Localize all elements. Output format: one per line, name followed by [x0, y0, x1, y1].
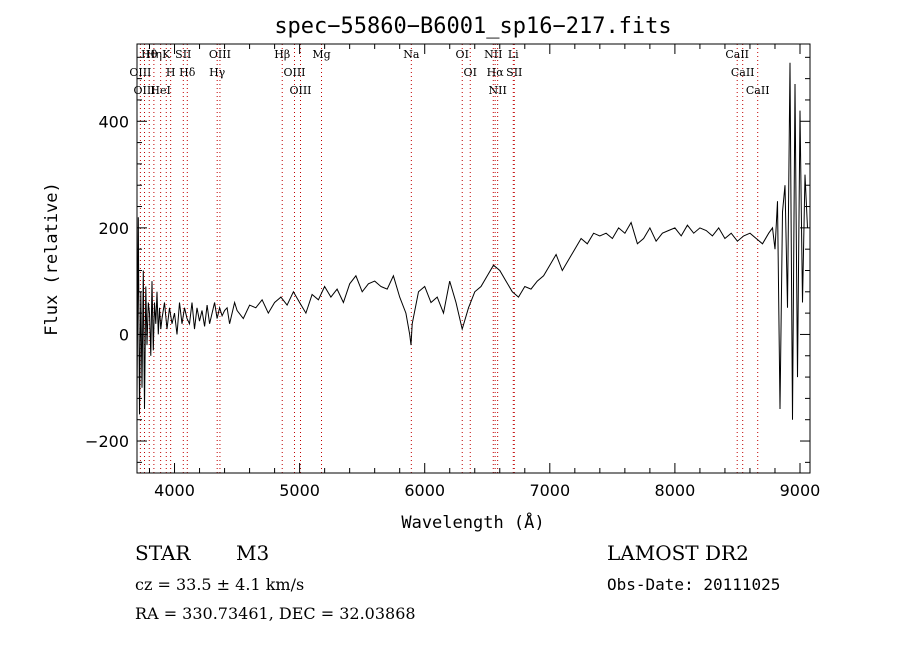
y-tick-label: 200 — [98, 219, 129, 238]
observation-date: Obs-Date: 20111025 — [607, 575, 781, 594]
line-marker-label: HeI — [150, 84, 170, 97]
x-tick-label: 8000 — [655, 481, 696, 500]
line-marker-label: SII — [506, 66, 522, 79]
line-marker-label: SII — [175, 48, 191, 61]
y-tick-label: −200 — [85, 432, 129, 451]
line-marker-labels: Hθ OIII OIII Hη K HeI H SII Hδ OIII Hγ Hβ OIII OIII Mg… — [129, 48, 769, 97]
line-marker-label: Hθ — [141, 48, 158, 61]
line-marker-label: Hγ — [209, 66, 226, 79]
redshift-cz: cz = 33.5 ± 4.1 km/s — [135, 575, 305, 594]
object-subclass: M3 — [236, 541, 270, 565]
x-tick-label: 9000 — [780, 481, 821, 500]
x-tick-label: 4000 — [154, 481, 195, 500]
line-marker-label: OIII — [129, 66, 151, 79]
line-marker-label: NII — [484, 48, 502, 61]
plot-frame — [136, 43, 811, 474]
line-marker-label: Na — [403, 48, 420, 61]
line-marker-label: H — [166, 66, 176, 79]
y-axis: −200 0 200 400 — [85, 56, 810, 463]
y-tick-label: 400 — [98, 112, 129, 131]
line-marker-label: OIII — [133, 84, 155, 97]
line-marker-label: NII — [488, 84, 506, 97]
line-marker-label: CaII — [731, 66, 755, 79]
x-tick-label: 7000 — [529, 481, 570, 500]
coordinates: RA = 330.73461, DEC = 32.03868 — [135, 604, 416, 623]
line-marker-label: K — [162, 48, 171, 61]
x-axis: 4000 5000 6000 7000 8000 9000 — [149, 44, 821, 500]
chart-title: spec−55860−B6001_sp16−217.fits — [274, 14, 671, 39]
x-axis-label: Wavelength (Å) — [401, 511, 544, 533]
line-marker-label: CaII — [746, 84, 770, 97]
line-marker-label: OIII — [283, 66, 305, 79]
spectrum-series-line — [136, 62, 808, 420]
y-tick-label: 0 — [119, 325, 129, 344]
line-marker-label: CaII — [725, 48, 749, 61]
line-marker-label: Hβ — [274, 48, 290, 61]
line-marker-label: OIII — [289, 84, 311, 97]
line-marker-label: Hα — [487, 66, 505, 79]
line-markers — [139, 44, 759, 473]
line-marker-label: OI — [464, 66, 477, 79]
x-tick-label: 6000 — [404, 481, 445, 500]
survey-name: LAMOST DR2 — [607, 541, 749, 565]
line-marker-label: Mg — [312, 48, 330, 61]
line-marker-label: Li — [508, 48, 519, 61]
x-tick-label: 5000 — [279, 481, 320, 500]
line-marker-label: OIII — [209, 48, 231, 61]
line-marker-label: OI — [456, 48, 469, 61]
object-class: STAR — [135, 541, 191, 565]
line-marker-label: Hη — [146, 48, 162, 61]
line-marker-label: Hδ — [179, 66, 196, 79]
y-axis-label: Flux (relative) — [42, 182, 62, 336]
